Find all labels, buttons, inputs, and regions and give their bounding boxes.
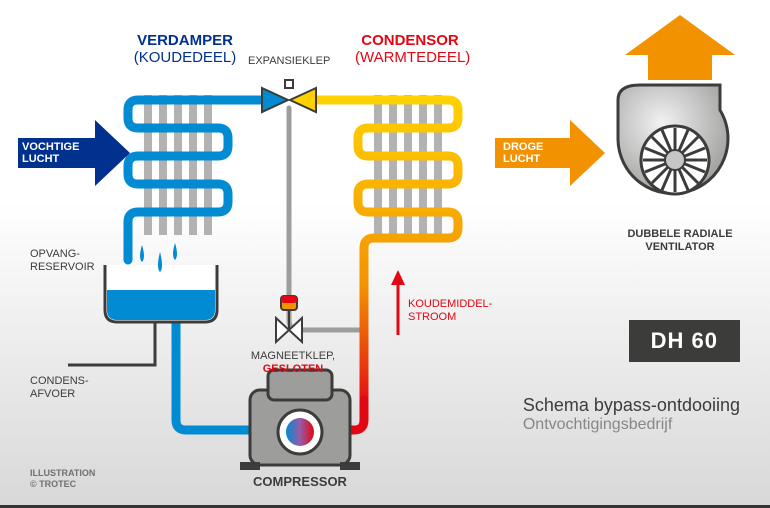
fan-exhaust-arrow-icon — [625, 15, 735, 80]
bypass-line — [289, 108, 360, 330]
centrifugal-fan-icon — [618, 85, 728, 194]
evaporator-title: VERDAMPER — [130, 32, 240, 49]
evaporator-label: VERDAMPER (KOUDEDEEL) — [130, 32, 240, 66]
expansion-valve-label: EXPANSIEKLEP — [248, 55, 330, 67]
illustration-credit: ILLUSTRATION © TROTEC — [30, 468, 95, 490]
model-badge: DH 60 — [629, 320, 740, 362]
magnet-valve-label: MAGNEETKLEP, GESLOTEN — [248, 350, 338, 376]
evaporator-coil — [128, 100, 275, 260]
fan-label: DUBBELE RADIALE VENTILATOR — [600, 228, 760, 254]
condenser-title: CONDENSOR — [355, 32, 465, 49]
compressor-icon — [240, 370, 360, 470]
diagram-title: Schema bypass-ontdooiing — [523, 395, 740, 416]
magnet-valve-icon — [276, 296, 302, 342]
refrigerant-flow-arrow-icon — [391, 270, 405, 335]
evaporator-subtitle: (KOUDEDEEL) — [130, 49, 240, 66]
compressor-label: COMPRESSOR — [250, 474, 350, 489]
dry-air-label: DROGE LUCHT — [503, 141, 543, 165]
condenser-subtitle: (WARMTEDEEL) — [355, 49, 465, 66]
condenser-label: CONDENSOR (WARMTEDEEL) — [355, 32, 465, 66]
refrigerant-label: KOUDEMIDDEL- STROOM — [408, 298, 492, 324]
drain-label: CONDENS- AFVOER — [30, 375, 89, 401]
reservoir-label: OPVANG- RESERVOIR — [30, 248, 95, 274]
diagram-subtitle: Ontvochtigingsbedrijf — [523, 416, 740, 434]
diagram-caption: Schema bypass-ontdooiing Ontvochtigingsb… — [523, 395, 740, 434]
humid-air-label: VOCHTIGE LUCHT — [22, 141, 79, 165]
